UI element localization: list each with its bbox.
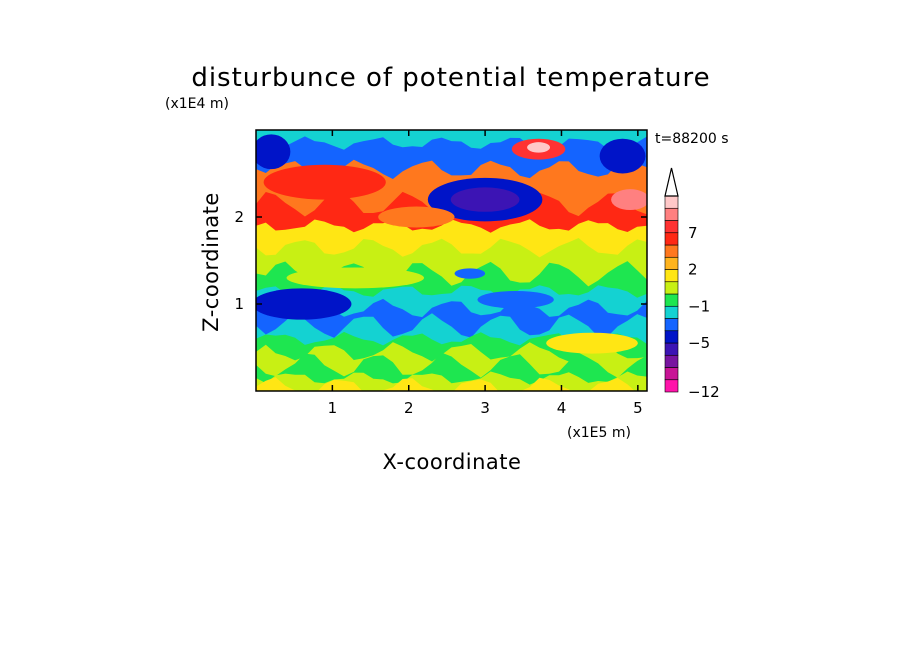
colorbar-segment <box>664 379 679 393</box>
colorbar-segment <box>664 293 679 307</box>
colorbar-tick-label: −12 <box>688 383 720 401</box>
time-label: t=88200 s <box>655 131 729 147</box>
y-axis-label: Z-coordinate <box>199 192 223 332</box>
colorbar-segment <box>664 220 679 234</box>
colorbar-segment <box>664 281 679 295</box>
x-axis-ticks: 1 2 3 4 5 <box>328 130 643 417</box>
colorbar-tick-label: 2 <box>688 261 698 279</box>
colorbar-segment <box>664 318 679 332</box>
plot-frame <box>255 129 648 392</box>
colorbar-segment <box>664 342 679 356</box>
contour-feature <box>599 138 646 174</box>
colorbar-segment <box>664 269 679 283</box>
colorbar-segment <box>664 195 679 209</box>
y-tick-label: 2 <box>234 208 244 226</box>
contour-feature <box>256 288 352 320</box>
contour-feature <box>546 332 638 354</box>
x-tick-label: 1 <box>328 399 338 417</box>
colorbar: 7 2 −1 −5 −12 <box>664 167 720 401</box>
y-unit-label: (x1E4 m) <box>165 96 229 112</box>
colorbar-segment <box>664 256 679 270</box>
colorbar-segment <box>664 330 679 344</box>
colorbar-tick-label: 7 <box>688 224 698 242</box>
colorbar-segment <box>664 232 679 246</box>
contour-feature <box>527 142 551 153</box>
colorbar-segment <box>664 354 679 368</box>
x-tick-label: 3 <box>480 399 490 417</box>
contour-feature <box>450 187 520 212</box>
contour-band <box>256 377 635 391</box>
x-unit-label: (x1E5 m) <box>567 425 631 441</box>
colorbar-tick-label: −5 <box>688 334 710 352</box>
colorbar-tick-label: −1 <box>688 297 710 315</box>
contour-feature <box>378 206 455 228</box>
contour-feature <box>477 290 554 309</box>
contour-feature <box>611 189 647 211</box>
colorbar-extend-arrow <box>664 167 679 197</box>
contour-feature <box>263 164 386 200</box>
colorbar-segment <box>664 244 679 258</box>
contour-feature <box>454 268 486 279</box>
y-tick-label: 1 <box>234 295 244 313</box>
x-axis-label: X-coordinate <box>383 450 522 474</box>
colorbar-segment <box>664 367 679 381</box>
colorbar-segment <box>664 305 679 319</box>
chart-title: disturbunce of potential temperature <box>191 63 710 93</box>
x-tick-label: 4 <box>557 399 567 417</box>
x-tick-label: 5 <box>633 399 643 417</box>
contour-feature <box>286 267 425 289</box>
contour-feature <box>256 134 291 170</box>
x-tick-label: 2 <box>404 399 414 417</box>
y-axis-ticks: 12 <box>234 208 647 313</box>
colorbar-segment <box>664 207 679 221</box>
plot-area <box>256 130 647 391</box>
